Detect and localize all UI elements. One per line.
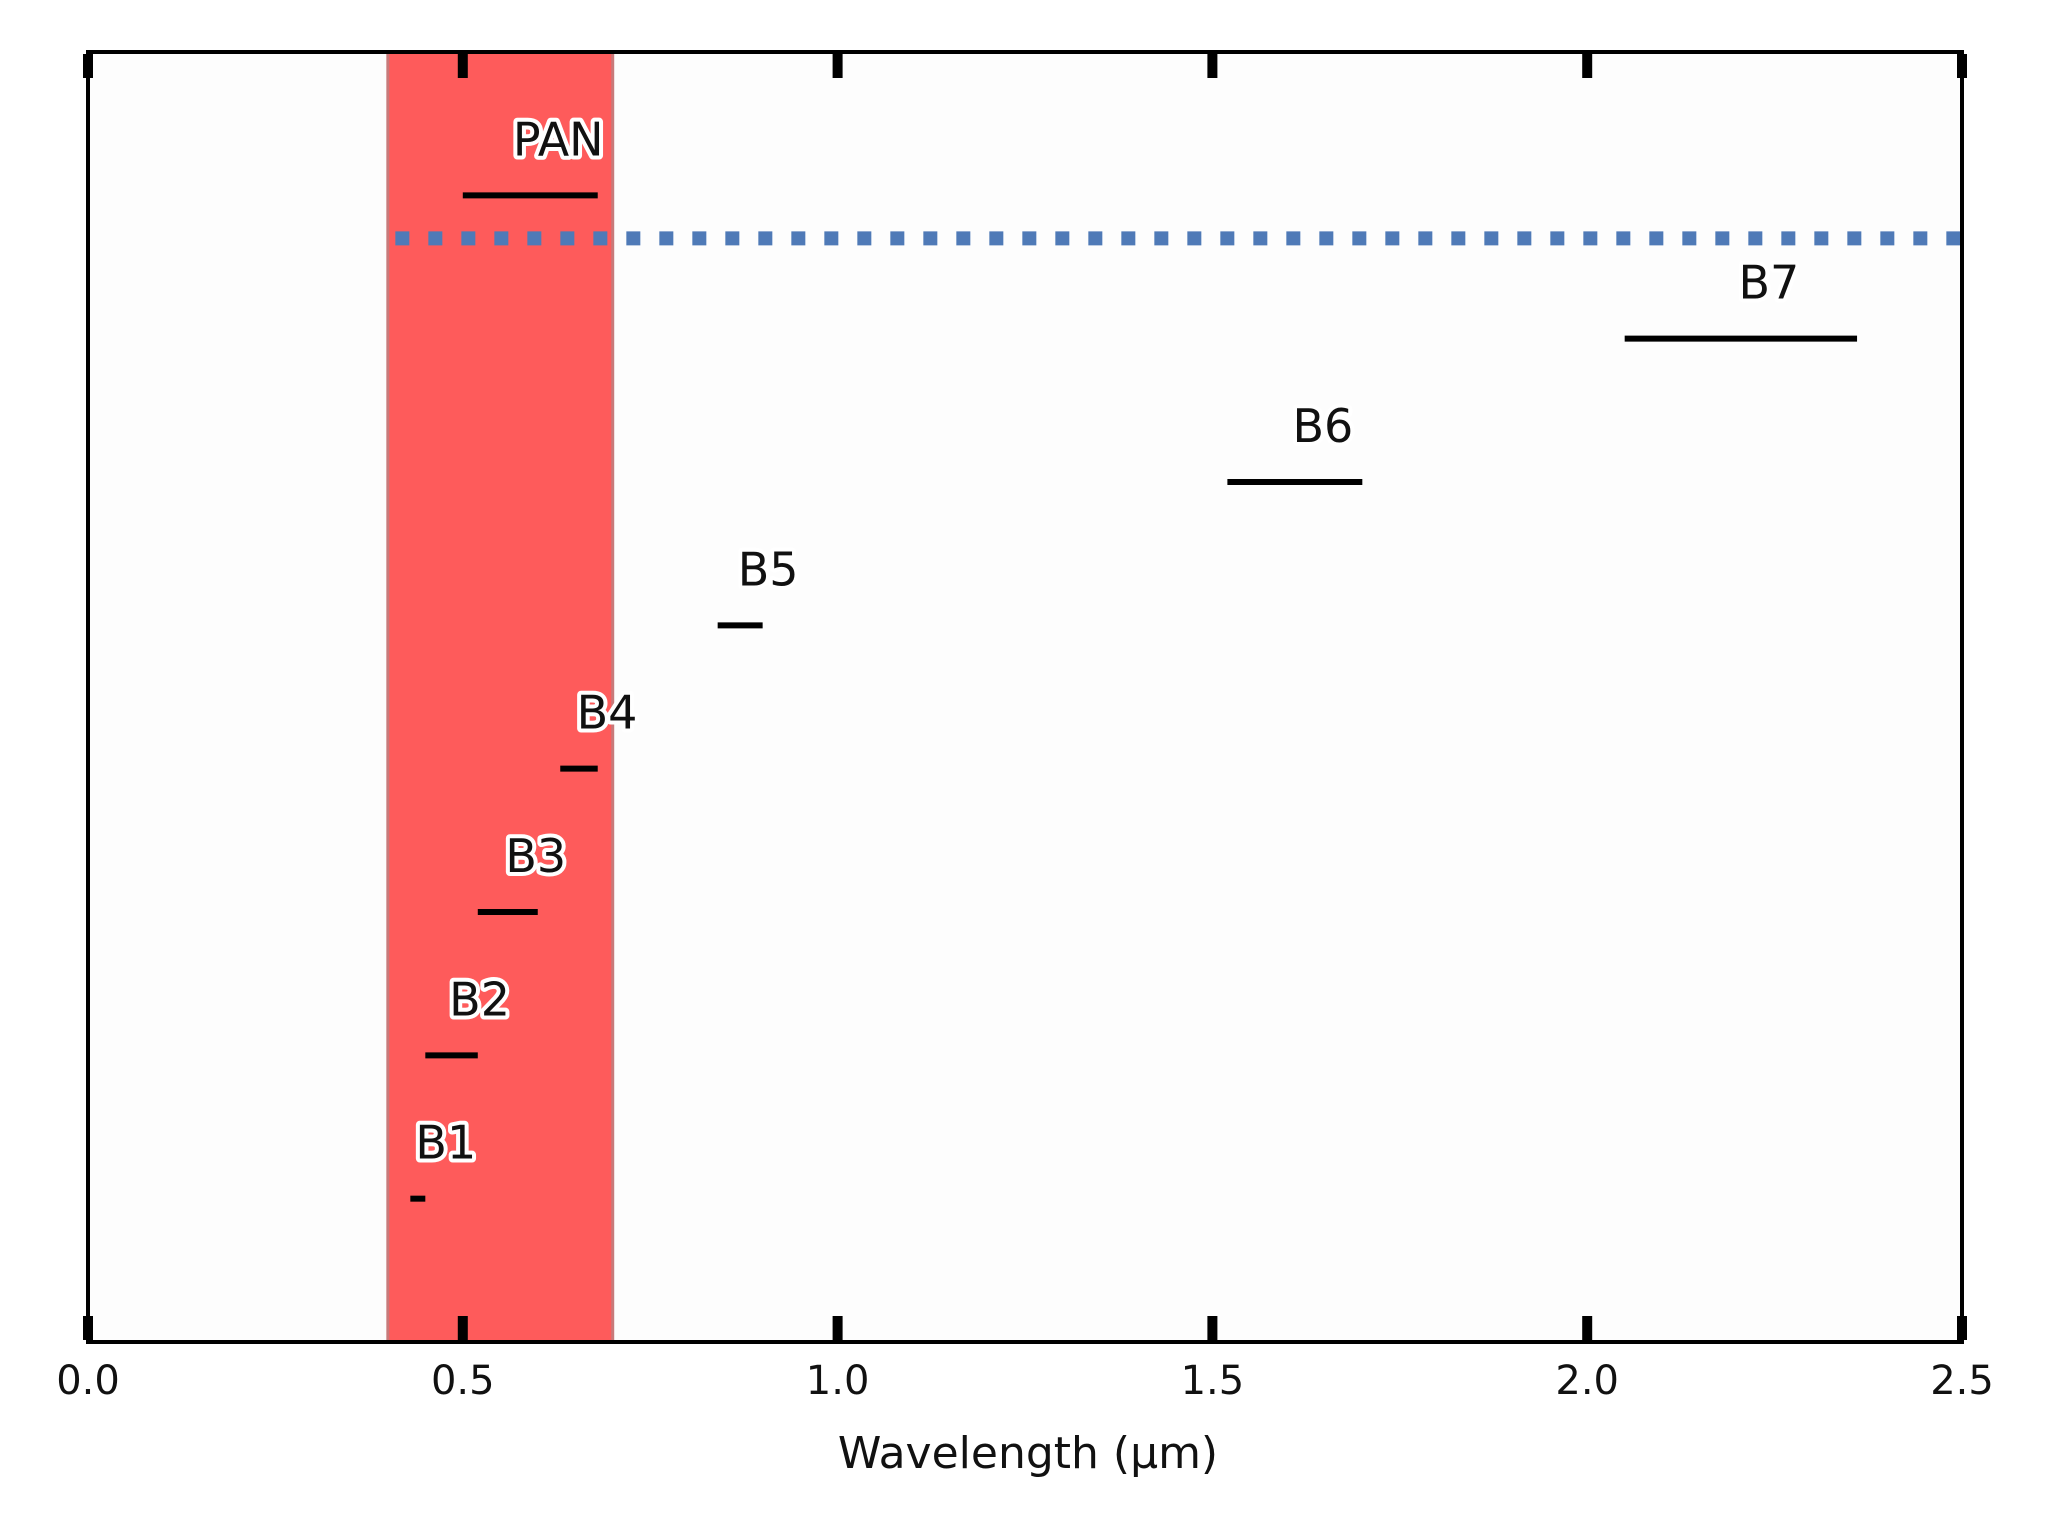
band-label-pan: PAN [513, 112, 604, 166]
visible-span-layer [386, 50, 615, 1344]
band-label-b4: B4 [577, 686, 638, 740]
x-tick-label: 2.5 [1930, 1358, 1994, 1404]
band-label-b6: B6 [1292, 399, 1353, 453]
axes-layer [86, 50, 1964, 1344]
band-label-b3: B3 [505, 829, 566, 883]
plot-frame [86, 50, 1964, 1344]
band-label-b1: B1 [415, 1116, 476, 1170]
x-axis-title: Wavelength (μm) [838, 1428, 1218, 1479]
bands-layer: B1 B2 B3 B4 B5 B6 B7 PAN [410, 108, 1858, 1202]
ticks-layer: 0.0 0.5 1.0 1.5 2.0 2.5 [56, 54, 1994, 1404]
visible-span-rect [386, 50, 615, 1344]
x-tick-label: 1.5 [1181, 1358, 1245, 1404]
x-tick-label: 0.5 [431, 1358, 495, 1404]
x-tick-label: 0.0 [56, 1358, 120, 1404]
band-label-b2: B2 [449, 972, 510, 1026]
band-label-b5: B5 [738, 542, 799, 596]
band-label-b7: B7 [1738, 256, 1799, 310]
x-tick-label: 2.0 [1555, 1358, 1619, 1404]
plot-background [88, 52, 1960, 1342]
x-tick-label: 1.0 [806, 1358, 870, 1404]
